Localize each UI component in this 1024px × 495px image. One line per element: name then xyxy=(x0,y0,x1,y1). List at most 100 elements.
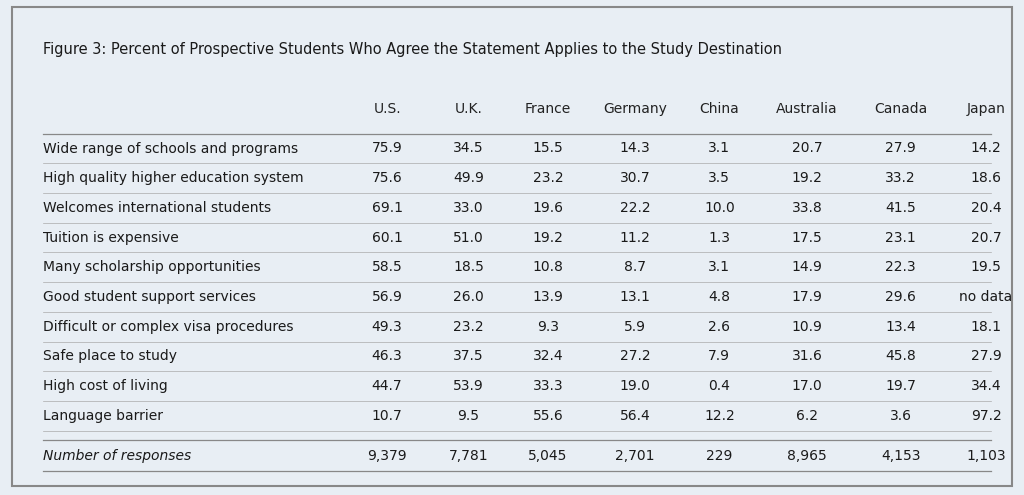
Text: 5,045: 5,045 xyxy=(528,449,567,463)
Text: Japan: Japan xyxy=(967,102,1006,116)
Text: 14.2: 14.2 xyxy=(971,142,1001,155)
Text: 27.9: 27.9 xyxy=(885,142,916,155)
Text: Welcomes international students: Welcomes international students xyxy=(43,201,271,215)
Text: 10.0: 10.0 xyxy=(703,201,735,215)
Text: 8.7: 8.7 xyxy=(624,260,646,274)
Text: Number of responses: Number of responses xyxy=(43,449,191,463)
Text: 3.6: 3.6 xyxy=(890,409,911,423)
Text: no data: no data xyxy=(959,290,1013,304)
Text: 12.2: 12.2 xyxy=(703,409,735,423)
Text: 49.9: 49.9 xyxy=(453,171,484,185)
Text: 2.6: 2.6 xyxy=(709,320,730,334)
Text: 13.9: 13.9 xyxy=(532,290,563,304)
Text: 14.9: 14.9 xyxy=(792,260,822,274)
Text: 60.1: 60.1 xyxy=(372,231,402,245)
Text: Canada: Canada xyxy=(873,102,928,116)
Text: 33.8: 33.8 xyxy=(792,201,822,215)
Text: 45.8: 45.8 xyxy=(885,349,916,363)
Text: 18.1: 18.1 xyxy=(971,320,1001,334)
Text: 22.2: 22.2 xyxy=(620,201,650,215)
Text: 26.0: 26.0 xyxy=(453,290,484,304)
Text: 30.7: 30.7 xyxy=(620,171,650,185)
Text: 17.0: 17.0 xyxy=(792,379,822,393)
Text: 13.1: 13.1 xyxy=(620,290,650,304)
Text: 5.9: 5.9 xyxy=(624,320,646,334)
Text: 53.9: 53.9 xyxy=(453,379,484,393)
Text: 3.1: 3.1 xyxy=(709,142,730,155)
Text: 56.4: 56.4 xyxy=(620,409,650,423)
Text: 0.4: 0.4 xyxy=(709,379,730,393)
Text: 33.3: 33.3 xyxy=(532,379,563,393)
Text: 41.5: 41.5 xyxy=(885,201,916,215)
Text: 23.2: 23.2 xyxy=(454,320,483,334)
Text: 3.1: 3.1 xyxy=(709,260,730,274)
Text: 9,379: 9,379 xyxy=(368,449,407,463)
Text: China: China xyxy=(699,102,739,116)
Text: 18.6: 18.6 xyxy=(971,171,1001,185)
Text: 97.2: 97.2 xyxy=(971,409,1001,423)
Text: 11.2: 11.2 xyxy=(620,231,650,245)
Text: High quality higher education system: High quality higher education system xyxy=(43,171,304,185)
Text: Good student support services: Good student support services xyxy=(43,290,256,304)
Text: Many scholarship opportunities: Many scholarship opportunities xyxy=(43,260,261,274)
Text: 10.9: 10.9 xyxy=(792,320,822,334)
Text: Germany: Germany xyxy=(603,102,667,116)
Text: Difficult or complex visa procedures: Difficult or complex visa procedures xyxy=(43,320,294,334)
Text: 8,965: 8,965 xyxy=(787,449,826,463)
Text: 37.5: 37.5 xyxy=(454,349,483,363)
Text: 31.6: 31.6 xyxy=(792,349,822,363)
Text: 19.0: 19.0 xyxy=(620,379,650,393)
Text: 4,153: 4,153 xyxy=(881,449,921,463)
Text: 19.2: 19.2 xyxy=(532,231,563,245)
Text: 10.7: 10.7 xyxy=(372,409,402,423)
Text: 27.9: 27.9 xyxy=(971,349,1001,363)
Text: 229: 229 xyxy=(707,449,732,463)
Text: Language barrier: Language barrier xyxy=(43,409,163,423)
Text: 20.4: 20.4 xyxy=(971,201,1001,215)
Text: 2,701: 2,701 xyxy=(615,449,654,463)
Text: 4.8: 4.8 xyxy=(709,290,730,304)
Text: 55.6: 55.6 xyxy=(532,409,563,423)
Text: 19.5: 19.5 xyxy=(971,260,1001,274)
Text: 9.3: 9.3 xyxy=(537,320,559,334)
Text: 9.5: 9.5 xyxy=(458,409,479,423)
Text: Safe place to study: Safe place to study xyxy=(43,349,177,363)
Text: 15.5: 15.5 xyxy=(532,142,563,155)
Text: 19.7: 19.7 xyxy=(885,379,916,393)
Text: 7,781: 7,781 xyxy=(449,449,488,463)
Text: 20.7: 20.7 xyxy=(971,231,1001,245)
Text: 34.5: 34.5 xyxy=(454,142,483,155)
Text: 46.3: 46.3 xyxy=(372,349,402,363)
Text: 1,103: 1,103 xyxy=(967,449,1006,463)
Text: 7.9: 7.9 xyxy=(709,349,730,363)
Text: 75.9: 75.9 xyxy=(372,142,402,155)
Text: 23.2: 23.2 xyxy=(532,171,563,185)
Text: 75.6: 75.6 xyxy=(372,171,402,185)
Text: 22.3: 22.3 xyxy=(886,260,915,274)
Text: 14.3: 14.3 xyxy=(620,142,650,155)
Text: 19.6: 19.6 xyxy=(532,201,563,215)
Text: U.K.: U.K. xyxy=(455,102,482,116)
Text: 10.8: 10.8 xyxy=(532,260,563,274)
Text: 13.4: 13.4 xyxy=(885,320,916,334)
Text: Figure 3: Percent of Prospective Students Who Agree the Statement Applies to the: Figure 3: Percent of Prospective Student… xyxy=(43,42,782,57)
Text: High cost of living: High cost of living xyxy=(43,379,168,393)
Text: 32.4: 32.4 xyxy=(532,349,563,363)
Text: Tuition is expensive: Tuition is expensive xyxy=(43,231,179,245)
Text: 69.1: 69.1 xyxy=(372,201,402,215)
Text: 20.7: 20.7 xyxy=(792,142,822,155)
Text: 1.3: 1.3 xyxy=(709,231,730,245)
Text: 18.5: 18.5 xyxy=(453,260,484,274)
Text: 17.5: 17.5 xyxy=(792,231,822,245)
Text: 23.1: 23.1 xyxy=(885,231,916,245)
Text: U.S.: U.S. xyxy=(374,102,400,116)
Text: 33.0: 33.0 xyxy=(454,201,483,215)
Text: 49.3: 49.3 xyxy=(372,320,402,334)
Text: 19.2: 19.2 xyxy=(792,171,822,185)
Text: 27.2: 27.2 xyxy=(620,349,650,363)
Text: 34.4: 34.4 xyxy=(971,379,1001,393)
Text: Australia: Australia xyxy=(776,102,838,116)
Text: 58.5: 58.5 xyxy=(372,260,402,274)
Text: 3.5: 3.5 xyxy=(709,171,730,185)
Text: 33.2: 33.2 xyxy=(886,171,915,185)
